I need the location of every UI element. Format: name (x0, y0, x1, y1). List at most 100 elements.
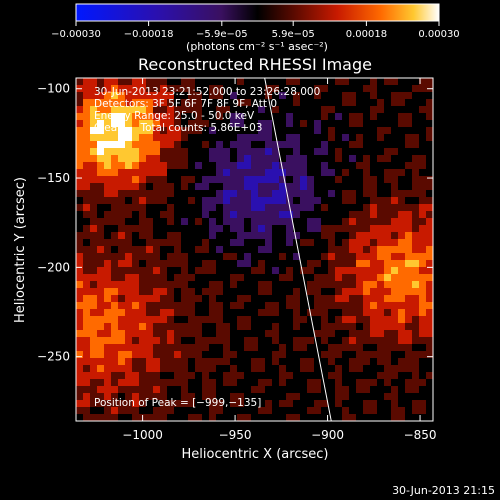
heatmap-cell (216, 141, 223, 148)
heatmap-cell (328, 323, 335, 330)
heatmap-cell (244, 309, 251, 316)
heatmap-cell (118, 218, 125, 225)
heatmap-cell (377, 113, 384, 120)
heatmap-cell (181, 155, 188, 162)
heatmap-cell (202, 253, 209, 260)
heatmap-cell (398, 337, 405, 344)
heatmap-cell (314, 141, 321, 148)
heatmap-cell (426, 127, 433, 134)
heatmap-cell (265, 260, 272, 267)
heatmap-cell (188, 141, 195, 148)
heatmap-cell (384, 365, 391, 372)
heatmap-cell (328, 176, 335, 183)
heatmap-cell (153, 393, 160, 400)
heatmap-cell (286, 386, 293, 393)
heatmap-cell (97, 134, 104, 141)
heatmap-cell (237, 204, 244, 211)
heatmap-cell (160, 386, 167, 393)
heatmap-cell (349, 288, 356, 295)
heatmap-cell (83, 330, 90, 337)
heatmap-cell (384, 148, 391, 155)
heatmap-cell (209, 176, 216, 183)
heatmap-cell (405, 211, 412, 218)
heatmap-cell (195, 414, 202, 421)
heatmap-cell (202, 155, 209, 162)
heatmap-cell (118, 302, 125, 309)
heatmap-cell (286, 127, 293, 134)
heatmap-cell (279, 162, 286, 169)
heatmap-cell (132, 197, 139, 204)
heatmap-cell (405, 302, 412, 309)
heatmap-cell (104, 365, 111, 372)
heatmap-cell (328, 239, 335, 246)
heatmap-cell (118, 127, 125, 134)
heatmap-cell (83, 218, 90, 225)
heatmap-cell (230, 365, 237, 372)
heatmap-cell (419, 400, 426, 407)
heatmap-cell (258, 162, 265, 169)
heatmap-cell (377, 99, 384, 106)
heatmap-cell (321, 232, 328, 239)
heatmap-cell (321, 358, 328, 365)
heatmap-cell (153, 330, 160, 337)
heatmap-cell (293, 400, 300, 407)
heatmap-cell (76, 176, 83, 183)
heatmap-cell (90, 232, 97, 239)
heatmap-cell (349, 281, 356, 288)
heatmap-cell (216, 281, 223, 288)
heatmap-cell (139, 155, 146, 162)
heatmap-cell (265, 323, 272, 330)
heatmap-cell (118, 407, 125, 414)
heatmap-cell (314, 295, 321, 302)
heatmap-cell (153, 113, 160, 120)
heatmap-cell (118, 309, 125, 316)
heatmap-cell (286, 414, 293, 421)
heatmap-cell (398, 134, 405, 141)
heatmap-cell (258, 295, 265, 302)
heatmap-cell (230, 85, 237, 92)
heatmap-cell (258, 358, 265, 365)
heatmap-cell (321, 386, 328, 393)
heatmap-cell (433, 106, 440, 113)
heatmap-cell (293, 379, 300, 386)
heatmap-cell (307, 148, 314, 155)
heatmap-cell (370, 148, 377, 155)
heatmap-cell (363, 99, 370, 106)
heatmap-cell (377, 407, 384, 414)
heatmap-cell (307, 295, 314, 302)
heatmap-cell (181, 260, 188, 267)
heatmap-cell (286, 134, 293, 141)
heatmap-cell (118, 295, 125, 302)
heatmap-cell (160, 337, 167, 344)
heatmap-cell (111, 302, 118, 309)
heatmap-cell (125, 421, 132, 428)
heatmap-cell (132, 400, 139, 407)
heatmap-cell (174, 253, 181, 260)
heatmap-cell (328, 253, 335, 260)
heatmap-cell (370, 183, 377, 190)
heatmap-cell (160, 120, 167, 127)
heatmap-cell (118, 176, 125, 183)
heatmap-cell (251, 372, 258, 379)
heatmap-cell (181, 414, 188, 421)
plot-frame (75, 77, 434, 422)
heatmap-cell (188, 176, 195, 183)
heatmap-cell (188, 85, 195, 92)
heatmap-cell (391, 351, 398, 358)
heatmap-cell (146, 225, 153, 232)
heatmap-cell (181, 162, 188, 169)
heatmap-cell (314, 176, 321, 183)
heatmap-cell (279, 239, 286, 246)
heatmap-cell (153, 190, 160, 197)
heatmap-cell (272, 120, 279, 127)
heatmap-cell (237, 358, 244, 365)
heatmap-cell (342, 281, 349, 288)
heatmap-cell (209, 351, 216, 358)
heatmap-cell (272, 169, 279, 176)
heatmap-cell (244, 106, 251, 113)
heatmap-cell (90, 316, 97, 323)
heatmap-cell (174, 134, 181, 141)
heatmap-cell (307, 330, 314, 337)
heatmap-cell (83, 99, 90, 106)
heatmap-cell (356, 169, 363, 176)
